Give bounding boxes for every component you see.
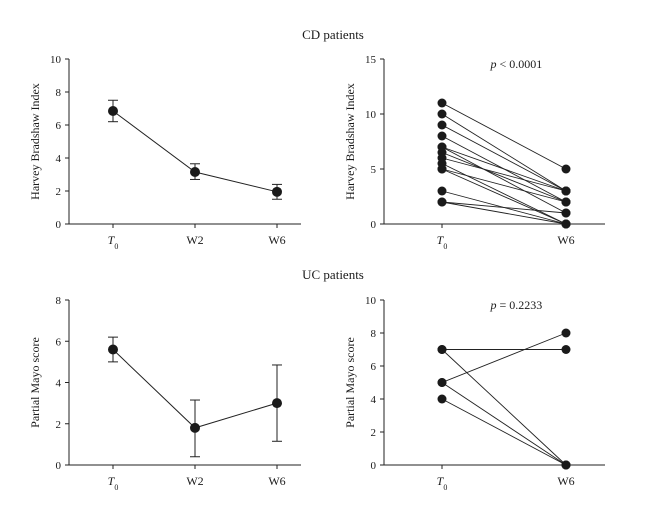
y-tick-label: 4 — [56, 378, 62, 390]
pair-line — [441, 157, 567, 192]
y-axis-title: Harvey Bradshaw Index — [28, 83, 42, 200]
y-tick-label: 8 — [371, 328, 377, 340]
x-tick-label-0: T0 — [108, 474, 119, 492]
x-tick-label-1: W2 — [186, 233, 203, 247]
x-tick-label-0: T0 — [108, 233, 119, 251]
pair-line — [441, 168, 567, 225]
data-point-end — [561, 197, 571, 207]
x-tick-label-1: W2 — [186, 474, 203, 488]
x-tick-label-0: T0 — [437, 474, 448, 492]
pair-line — [441, 146, 567, 192]
data-point-end — [561, 186, 571, 196]
y-tick-label: 8 — [56, 295, 62, 307]
uc-section-title: UC patients — [302, 267, 364, 282]
pair-line — [441, 113, 567, 192]
x-tick-label-1: W6 — [557, 474, 574, 488]
y-tick-label: 6 — [56, 336, 62, 348]
y-tick-label: 4 — [371, 394, 377, 406]
y-tick-label: 0 — [56, 460, 62, 472]
y-tick-label: 2 — [56, 419, 62, 431]
y-tick-label: 15 — [365, 54, 377, 66]
pair-line — [441, 102, 567, 170]
data-point-end — [561, 208, 571, 218]
y-tick-label: 10 — [365, 109, 377, 121]
chart-uc-paired: 0 2 4 6 8 10 T0 W6 Partial Mayo score p = 0.2233 — [343, 295, 605, 492]
pair-line — [441, 124, 567, 192]
p-value-annotation: p < 0.0001 — [490, 57, 543, 71]
y-axis-title: Partial Mayo score — [343, 337, 357, 428]
data-point-start — [437, 164, 447, 174]
chart-uc-mean: 0 2 4 6 8 T0 W2 W6 Partial Mayo score — [28, 295, 301, 492]
data-point — [108, 344, 118, 355]
data-point — [272, 186, 282, 197]
y-tick-label: 0 — [371, 460, 377, 472]
p-value-annotation: p = 0.2233 — [490, 298, 543, 312]
data-point-end — [561, 219, 571, 229]
y-tick-label: 4 — [56, 153, 62, 165]
y-tick-label: 6 — [56, 120, 62, 132]
data-point — [108, 105, 118, 116]
data-point-end — [561, 345, 571, 354]
chart-cd-paired: 0 5 10 15 T0 W6 Harvey Bradshaw Index p < 0.000… — [343, 54, 605, 251]
x-tick-label-2: W6 — [268, 233, 285, 247]
data-point-start — [437, 131, 447, 141]
y-tick-label: 0 — [371, 219, 377, 231]
data-point — [190, 167, 200, 178]
y-axis-title: Partial Mayo score — [28, 337, 42, 428]
cd-section-title: CD patients — [302, 27, 364, 42]
data-point-start — [437, 394, 447, 404]
x-tick-label-1: W6 — [557, 233, 574, 247]
y-tick-label: 2 — [56, 186, 62, 198]
pair-line — [441, 163, 567, 225]
y-tick-label: 5 — [371, 164, 377, 176]
data-point-start — [437, 378, 447, 387]
data-point-start — [437, 98, 447, 108]
y-tick-label: 6 — [371, 361, 377, 373]
data-point-end — [561, 328, 571, 338]
pair-line — [441, 382, 567, 466]
y-axis-title: Harvey Bradshaw Index — [343, 83, 357, 200]
data-point-end — [561, 164, 571, 174]
pair-line — [441, 201, 567, 214]
pair-line — [441, 152, 567, 203]
pair-line — [441, 146, 567, 214]
pair-line — [441, 168, 567, 203]
data-point-start — [437, 197, 447, 207]
pair-line — [441, 349, 567, 466]
y-tick-label: 10 — [365, 295, 377, 307]
pair-line — [441, 332, 567, 383]
pair-line — [441, 201, 567, 225]
chart-cd-mean: 0 2 4 6 8 10 T0 W2 W6 Harvey Bradshaw Index — [28, 54, 301, 251]
x-tick-label-0: T0 — [437, 233, 448, 251]
data-point-start — [437, 186, 447, 196]
data-point-start — [437, 109, 447, 119]
data-point-start — [437, 345, 447, 354]
data-point-start — [437, 120, 447, 130]
y-tick-label: 2 — [371, 427, 377, 439]
y-tick-label: 8 — [56, 87, 62, 99]
data-point — [190, 422, 200, 433]
data-point — [272, 398, 282, 409]
data-point-end — [561, 460, 571, 470]
y-tick-label: 10 — [50, 54, 62, 66]
pair-line — [441, 398, 567, 466]
y-tick-label: 0 — [56, 219, 62, 231]
x-tick-label-2: W6 — [268, 474, 285, 488]
